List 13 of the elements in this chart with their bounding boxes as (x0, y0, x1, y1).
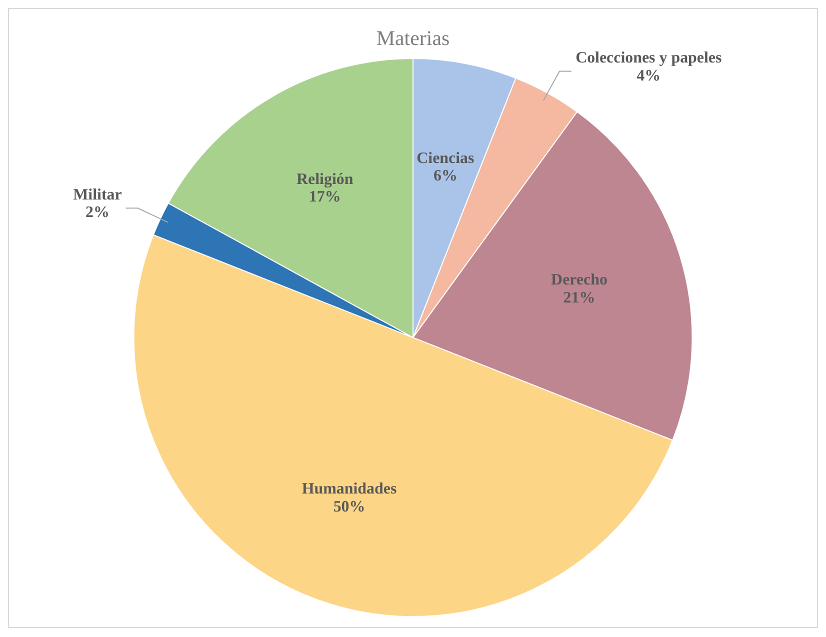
data-label: 2% (86, 204, 110, 222)
data-label: 50% (333, 498, 366, 516)
slice-label: Religión (296, 170, 354, 188)
slice-label: Ciencias (416, 150, 474, 167)
data-label: 6% (433, 168, 458, 185)
slice-label: Derecho (551, 271, 608, 288)
slice-label: Colecciones y papeles (576, 49, 722, 66)
data-label: 17% (308, 188, 341, 206)
data-label: 21% (563, 289, 596, 306)
chart-title: Materias (376, 26, 450, 50)
slice-label: Humanidades (302, 480, 397, 498)
data-label: 4% (636, 67, 661, 84)
slice-label: Militar (73, 186, 122, 204)
